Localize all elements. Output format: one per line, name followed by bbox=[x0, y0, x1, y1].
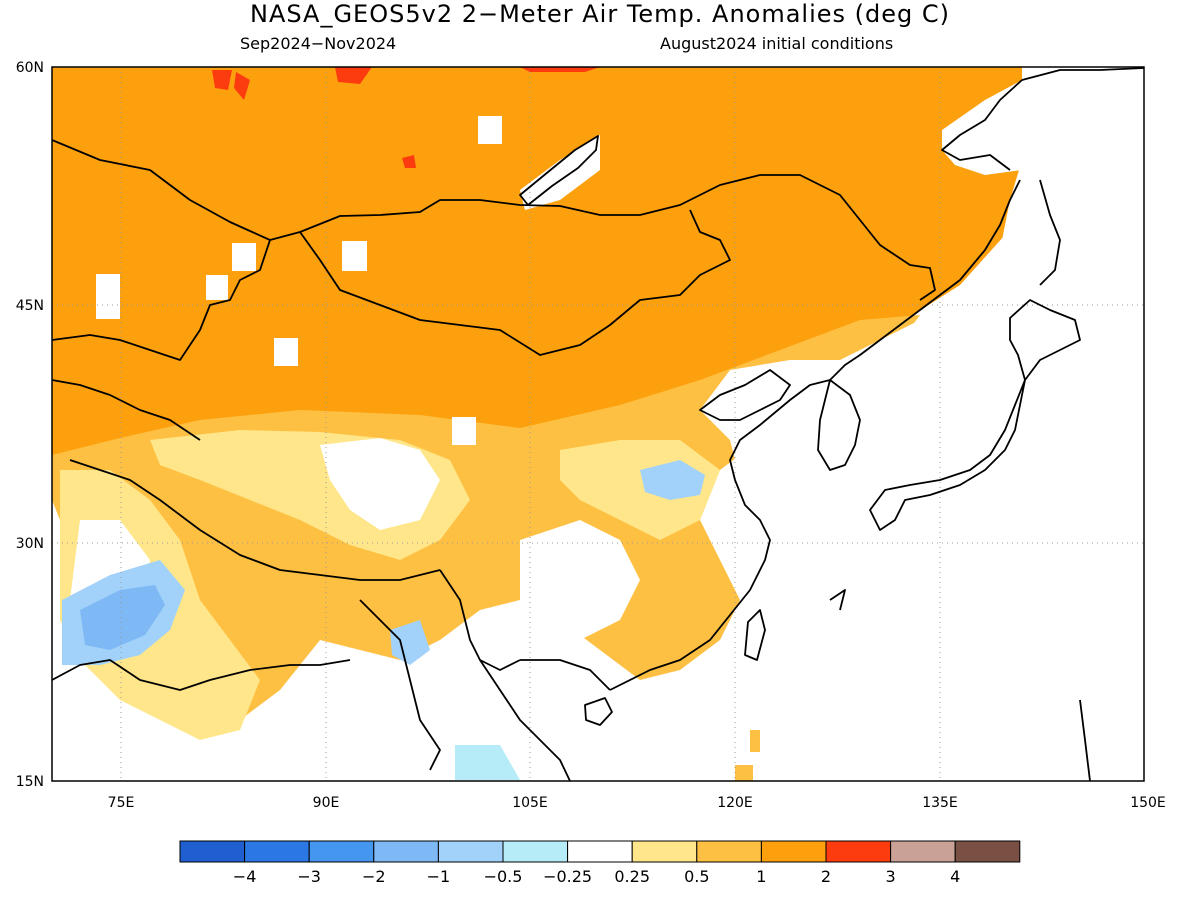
anomaly-hotspot-3c bbox=[520, 67, 600, 72]
colorbar-label: −0.25 bbox=[543, 867, 592, 886]
national-border bbox=[359, 599, 441, 771]
lon-tick-label: 75E bbox=[108, 795, 135, 811]
colorbar-swatch bbox=[954, 840, 1021, 863]
lon-tick-label: 90E bbox=[313, 795, 340, 811]
coastline bbox=[941, 79, 1023, 171]
lon-tick-label: 135E bbox=[922, 795, 958, 811]
colorbar-swatch bbox=[631, 840, 698, 863]
colorbar-label: −2 bbox=[362, 867, 386, 886]
colorbar-label: 4 bbox=[950, 867, 960, 886]
national-border bbox=[479, 659, 571, 781]
national-border bbox=[52, 139, 936, 301]
national-border bbox=[69, 459, 441, 581]
colorbar-swatch bbox=[760, 840, 827, 863]
colorbar-swatch bbox=[567, 840, 633, 863]
colorbar-label: −1 bbox=[427, 867, 451, 886]
lake-baikal-outline bbox=[519, 135, 599, 206]
anomaly-hotspot-3c bbox=[212, 70, 232, 90]
map-frame bbox=[51, 66, 1145, 782]
colorbar-swatch bbox=[308, 840, 375, 863]
anomaly-patch bbox=[735, 765, 753, 781]
colorbar: −4 −3 −2 −1 −0.5 −0.25 0.25 0.5 1 2 3 4 bbox=[179, 840, 1021, 886]
coastline bbox=[1039, 179, 1061, 286]
coastline bbox=[609, 179, 1021, 691]
coastline bbox=[1079, 699, 1091, 781]
colorbar-label: 0.25 bbox=[614, 867, 650, 886]
anomaly-region-neutral bbox=[320, 438, 440, 530]
anomaly-hotspot-3c bbox=[402, 155, 416, 168]
colorbar-swatch bbox=[825, 840, 892, 863]
coastlines-and-borders bbox=[52, 67, 1144, 781]
lon-tick-label: 105E bbox=[512, 795, 548, 811]
colorbar-swatch bbox=[890, 840, 956, 863]
lake-pixel bbox=[342, 241, 367, 271]
national-border bbox=[52, 659, 351, 691]
lake-pixel bbox=[452, 417, 476, 445]
coastline bbox=[829, 589, 846, 611]
anomaly-region-minus025c bbox=[455, 745, 520, 780]
lon-axis: 75E 90E 105E 120E 135E 150E bbox=[108, 795, 1166, 811]
lat-tick-label: 30N bbox=[16, 536, 44, 552]
lon-tick-label: 150E bbox=[1130, 795, 1166, 811]
colorbar-swatch bbox=[373, 840, 439, 863]
colorbar-swatch bbox=[244, 840, 310, 863]
colorbar-label: 0.5 bbox=[684, 867, 709, 886]
lat-axis: 60N 45N 30N 15N bbox=[16, 60, 44, 790]
national-border bbox=[52, 239, 271, 361]
lake-pixel bbox=[232, 243, 256, 271]
colorbar-swatch bbox=[502, 840, 569, 863]
lat-tick-label: 15N bbox=[16, 774, 44, 790]
national-border bbox=[52, 379, 201, 441]
lake-pixel bbox=[520, 135, 600, 210]
map-title: NASA_GEOS5v2 2−Meter Air Temp. Anomalies… bbox=[249, 0, 951, 28]
anomaly-region-neutral bbox=[942, 80, 1022, 175]
anomaly-hotspot-3c bbox=[234, 72, 250, 100]
colorbar-label: −3 bbox=[297, 867, 321, 886]
forecast-period: Sep2024−Nov2024 bbox=[240, 34, 397, 53]
lake-pixel bbox=[96, 274, 120, 319]
lat-tick-label: 45N bbox=[16, 298, 44, 314]
lat-tick-label: 60N bbox=[16, 60, 44, 76]
anomaly-region-1c bbox=[52, 315, 920, 720]
anomaly-region-neutral bbox=[520, 520, 640, 640]
lake-pixel bbox=[478, 116, 502, 144]
colorbar-swatch bbox=[437, 840, 504, 863]
coastline bbox=[744, 609, 766, 661]
colorbar-label: 2 bbox=[821, 867, 831, 886]
lon-tick-label: 120E bbox=[717, 795, 753, 811]
national-border bbox=[439, 569, 521, 671]
colorbar-label: −0.5 bbox=[484, 867, 523, 886]
map-gridlines bbox=[52, 67, 1144, 781]
initial-conditions: August2024 initial conditions bbox=[660, 34, 894, 53]
national-border bbox=[299, 209, 731, 356]
lake-pixel bbox=[206, 275, 228, 300]
anomaly-region-minus05c bbox=[640, 460, 705, 500]
colorbar-swatch bbox=[696, 840, 762, 863]
national-border bbox=[520, 659, 611, 691]
colorbar-label: 1 bbox=[756, 867, 766, 886]
colorbar-label: 3 bbox=[886, 867, 896, 886]
anomaly-region-minus1c bbox=[80, 585, 165, 650]
coastline bbox=[1021, 67, 1144, 81]
coastline bbox=[584, 697, 613, 726]
lake-pixel bbox=[274, 338, 298, 366]
anomaly-field bbox=[52, 67, 1144, 781]
anomaly-hotspot-3c bbox=[335, 67, 372, 84]
anomaly-region-neutral bbox=[700, 67, 1144, 781]
coastline bbox=[699, 369, 791, 421]
coastline bbox=[817, 379, 861, 471]
anomaly-region-minus05c bbox=[390, 620, 430, 665]
colorbar-swatch bbox=[179, 840, 246, 863]
coastline bbox=[869, 299, 1081, 531]
colorbar-label: −4 bbox=[233, 867, 257, 886]
